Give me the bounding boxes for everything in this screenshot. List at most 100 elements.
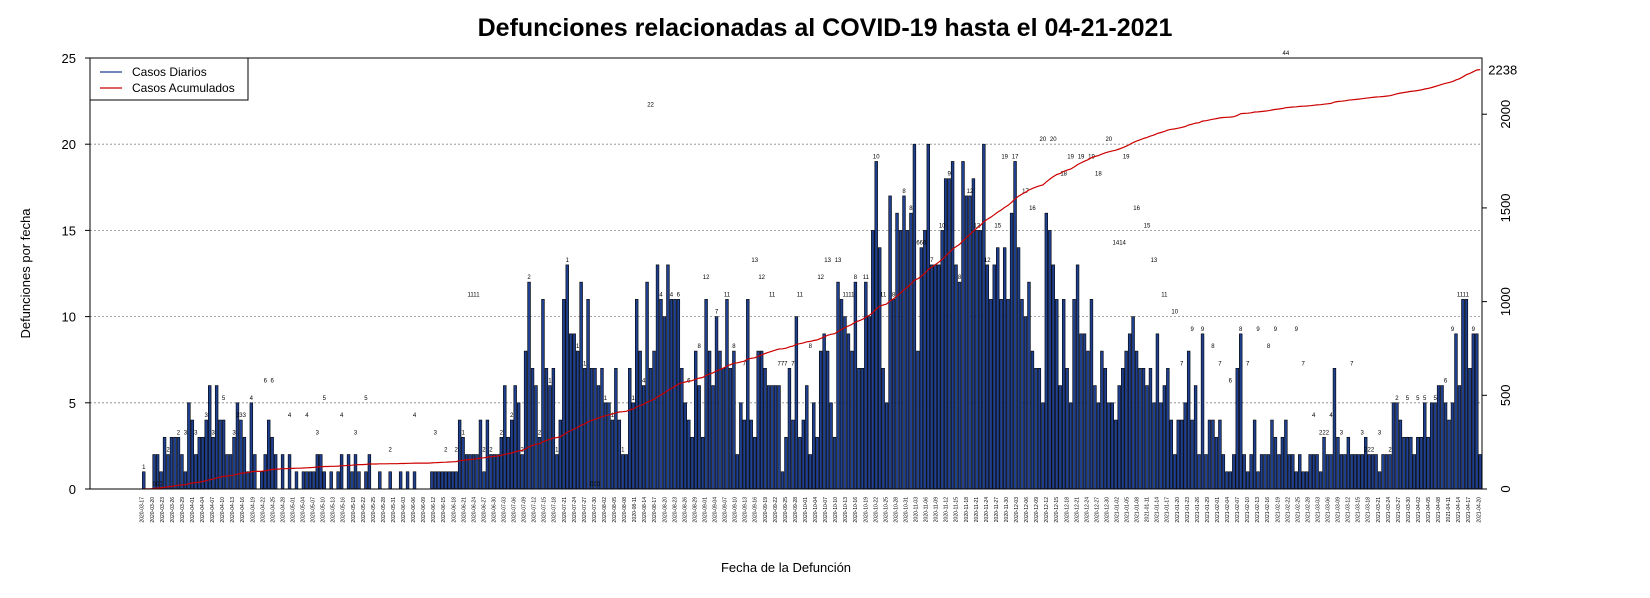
daily-bar [1186,350,1191,490]
bar-value-label: 12 [703,275,710,281]
daily-bar [1173,454,1177,490]
daily-bar [978,230,983,490]
bar-value-label: 7 [1302,361,1306,367]
bar-value-label: 15 [994,223,1001,229]
daily-bar [1211,419,1215,490]
y-tick-label: 25 [62,51,76,66]
daily-bar [954,264,958,490]
daily-bar [1374,454,1378,490]
daily-bar [957,281,962,490]
bar-value-label: 8 [1211,344,1215,350]
daily-bar [968,195,972,490]
bar-value-label: 20 [1105,137,1112,143]
daily-bar [1027,281,1031,490]
bar-value-label: 13 [824,258,831,264]
daily-bar [221,419,226,490]
bar-value-label: 2 [1395,396,1399,402]
daily-bar [444,471,448,490]
bar-value-label: 9 [1201,327,1205,333]
daily-bar [1242,454,1246,490]
daily-bar [1148,368,1153,490]
daily-bar [166,454,170,490]
bar-value-label: 3 [434,430,438,436]
bar-value-label: 19 [1067,154,1074,160]
bar-value-label: 1 [142,465,146,471]
daily-bar [270,436,274,490]
x-tick-label: 2020-12-12 [1044,497,1050,523]
daily-bar [433,471,438,490]
x-tick-label: 2020-06-09 [421,497,427,523]
daily-bar [211,436,215,490]
bar-value-label: 5 [323,396,327,402]
x-tick-label: 2020-07-30 [592,497,598,523]
daily-bar [780,471,785,490]
daily-bar [902,195,906,490]
daily-bar [1471,333,1476,490]
daily-bar [950,161,955,490]
daily-bar [214,385,219,490]
daily-bar [975,230,979,490]
bar-value-label: 15 [1144,223,1151,229]
daily-bar [1311,454,1316,490]
x-tick-label: 2020-07-03 [502,497,508,523]
daily-bar [1412,454,1416,490]
daily-bar [228,454,233,490]
daily-bar [1058,385,1062,490]
bar-value-label: 1 [576,344,580,350]
daily-bar [687,419,691,490]
x-tick-label: 2020-10-28 [893,497,899,523]
bar-value-label: 13 [1151,258,1158,264]
daily-bar [548,385,552,490]
x-tick-label: 2021-03-12 [1346,497,1352,523]
daily-bar [1332,368,1337,490]
daily-bar [725,299,729,490]
daily-bar [308,471,313,490]
daily-bar [700,436,705,490]
daily-bar [891,299,896,490]
x-tick-label: 2020-04-13 [230,497,236,523]
daily-bar [315,454,319,490]
daily-bar [1044,212,1049,490]
y2-tick-label: 0 [1498,485,1513,492]
daily-bar [836,281,840,490]
bar-value-label: 8 [732,344,736,350]
daily-bar [631,402,635,490]
x-tick-label: 2020-08-02 [602,497,608,523]
daily-bar [909,212,913,490]
daily-bar [652,350,656,490]
daily-bar [364,471,368,490]
x-tick-label: 2020-03-20 [150,497,156,523]
daily-bar [1180,419,1184,490]
daily-bar [655,264,660,490]
daily-bar [596,385,601,490]
x-tick-label: 2020-07-06 [512,497,518,523]
bar-value-label: 3 [205,413,209,419]
daily-bar [766,385,771,490]
x-tick-label: 2020-12-03 [1014,497,1020,523]
daily-bar [1166,368,1170,490]
bar-value-label: 777 [777,361,788,367]
x-tick-label: 2020-07-12 [532,497,538,523]
daily-bar [1225,471,1229,490]
daily-bar [176,436,181,490]
bar-value-label: 12 [984,258,991,264]
daily-bar [999,299,1003,490]
daily-bar [1193,385,1198,490]
daily-bar [1030,350,1035,490]
bar-value-label: 7 [1180,361,1184,367]
x-tick-label: 2020-10-04 [813,497,819,523]
daily-bar [850,350,854,490]
daily-bar [624,454,628,490]
daily-bar [617,419,622,490]
y-tick-label: 10 [62,310,76,325]
x-tick-label: 2020-07-21 [562,497,568,523]
daily-bar [1273,436,1278,490]
x-tick-label: 2020-11-06 [924,497,930,522]
x-tick-label: 2021-03-27 [1396,497,1402,523]
x-tick-label: 2020-09-04 [713,497,719,523]
daily-bar [1252,419,1257,490]
daily-bar [690,436,694,490]
bar-value-label: 666 [916,241,927,247]
daily-bar [398,471,403,490]
